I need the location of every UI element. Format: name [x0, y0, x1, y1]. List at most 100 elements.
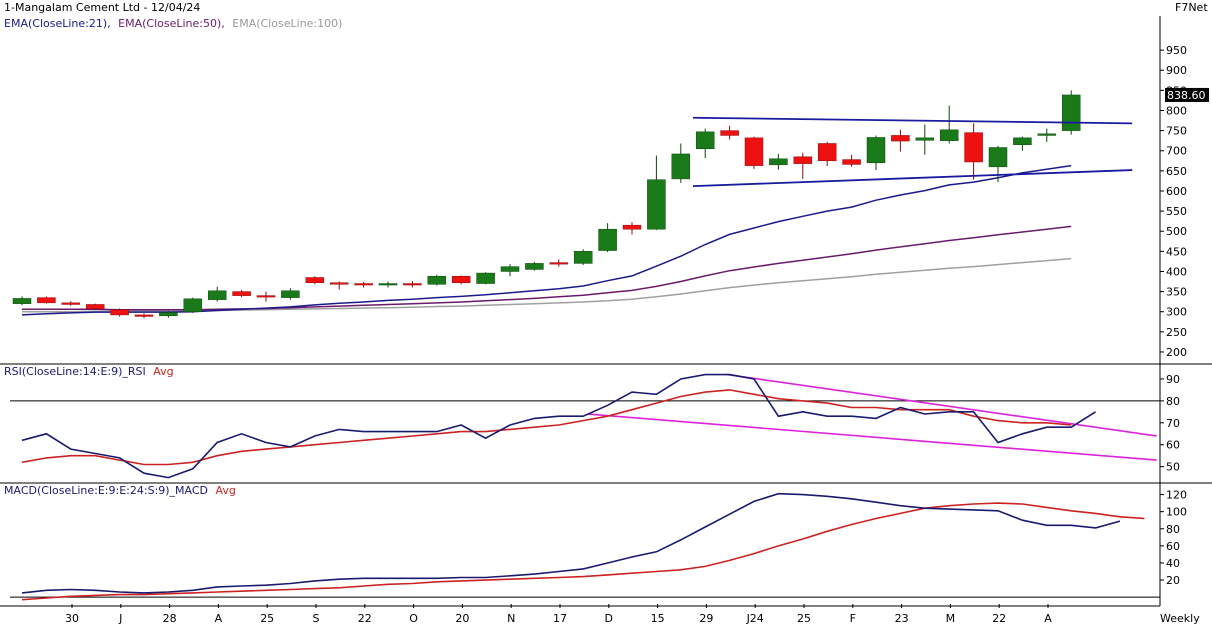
chart-title: 1-Mangalam Cement Ltd - 12/04/24 [4, 1, 200, 14]
x-tick-label: A [1044, 612, 1052, 625]
candle [866, 135, 886, 171]
price-y-tick-label: 950 [1166, 44, 1187, 57]
candle-body [85, 304, 105, 310]
x-tick-label: 15 [651, 612, 665, 625]
x-tick-label: F [850, 612, 856, 625]
candle [61, 301, 81, 306]
rsi-y-tick-label: 70 [1166, 417, 1180, 430]
price-y-tick-label: 200 [1166, 346, 1187, 359]
candle [110, 308, 129, 317]
price-y-tick-label: 800 [1166, 104, 1187, 117]
candle-body [598, 228, 617, 251]
candle-body [329, 282, 349, 285]
candle [354, 281, 373, 288]
price-y-tick-label: 250 [1166, 326, 1187, 339]
x-tick-label: 30 [65, 612, 79, 625]
candle [305, 276, 325, 285]
candle [256, 291, 276, 302]
macd-y-tick-label: 60 [1166, 540, 1180, 553]
candle-body [61, 302, 81, 305]
x-tick-label: 28 [163, 612, 177, 625]
price-panel: 2002503003504004505005506006507007508008… [12, 44, 1187, 359]
rsi-y-tick-label: 50 [1166, 461, 1180, 474]
legend-ema21: EMA(CloseLine:21), [4, 17, 111, 30]
macd-avg-label: Avg [216, 484, 236, 497]
candle [939, 105, 959, 144]
candle [1061, 90, 1081, 135]
x-tick-label: 29 [699, 612, 713, 625]
price-y-tick-label: 650 [1166, 165, 1187, 178]
candle-body [256, 295, 276, 298]
price-y-tick-label: 750 [1166, 125, 1187, 138]
candle-body [817, 143, 837, 162]
x-tick-label: D [605, 612, 613, 625]
x-tick-label: J24 [746, 612, 764, 625]
macd-avg-line [21, 502, 1145, 601]
x-tick-label: 22 [992, 612, 1006, 625]
candle-body [1013, 137, 1032, 145]
candle-body [37, 297, 56, 304]
x-tick-label: 22 [358, 612, 372, 625]
candle [817, 141, 837, 167]
x-axis: 30 J 28 A 25 S 22 O 20 N 17 D 15 29 J24 25 F 23 M 22 A [65, 604, 1052, 625]
x-tick-label: 17 [553, 612, 567, 625]
candle [159, 310, 178, 318]
candle-body [549, 262, 569, 265]
x-tick-label: N [507, 612, 515, 625]
candle-body [842, 159, 861, 165]
x-tick-label: M [946, 612, 956, 625]
candle-body [451, 276, 471, 283]
candle-body [695, 131, 715, 149]
x-tick-label: S [313, 612, 320, 625]
candle [281, 288, 300, 300]
candle [183, 297, 203, 313]
candle [647, 155, 666, 231]
candle-body [964, 132, 983, 163]
candle [573, 249, 593, 266]
channel-trendline [692, 116, 1133, 125]
rsi-y-tick-label: 60 [1166, 439, 1180, 452]
ema-line [22, 257, 1072, 313]
candle [720, 125, 739, 140]
candle-body [232, 291, 251, 296]
candle [85, 303, 105, 310]
candle-body [207, 290, 227, 300]
candle [695, 128, 715, 158]
legend-ema100: EMA(CloseLine:100) [232, 17, 342, 30]
x-tick-label: 25 [797, 612, 811, 625]
candle-body [622, 224, 642, 230]
candle-body [525, 263, 544, 270]
price-y-tick-label: 900 [1166, 64, 1187, 77]
macd-panel-label: MACD(CloseLine:E:9:E:24:S:9)_MACD Avg [4, 484, 236, 497]
candle [964, 123, 983, 180]
candle-body [281, 290, 300, 298]
candle [525, 261, 544, 271]
price-y-tick-label: 550 [1166, 205, 1187, 218]
price-y-tick-label: 600 [1166, 185, 1187, 198]
candle [793, 152, 813, 179]
x-tick-label: A [215, 612, 223, 625]
macd-y-tick-label: 120 [1166, 489, 1187, 502]
rsi-panel: 50 60 70 80 90 [10, 373, 1180, 479]
macd-line [21, 492, 1121, 594]
ema-line [21, 164, 1072, 316]
candle-body [183, 298, 203, 312]
candle-body [671, 153, 691, 180]
price-y-tick-label: 700 [1166, 145, 1187, 158]
candle [891, 129, 910, 152]
price-badge-value: 838.60 [1167, 89, 1206, 102]
candle-body [354, 283, 373, 286]
candle-body [769, 158, 788, 166]
candle [232, 289, 251, 298]
candle [1037, 128, 1057, 142]
candle-body [891, 135, 910, 142]
macd-y-tick-label: 100 [1166, 506, 1187, 519]
candle-body [573, 251, 593, 264]
legend-ema50: EMA(CloseLine:50), [118, 17, 225, 30]
rsi-y-tick-label: 90 [1166, 373, 1180, 386]
price-y-tick-label: 350 [1166, 286, 1187, 299]
rsi-avg-label: Avg [153, 365, 173, 378]
rsi-panel-label: RSI(CloseLine:14:E:9)_RSI Avg [4, 365, 174, 378]
price-y-tick-label: 300 [1166, 306, 1187, 319]
